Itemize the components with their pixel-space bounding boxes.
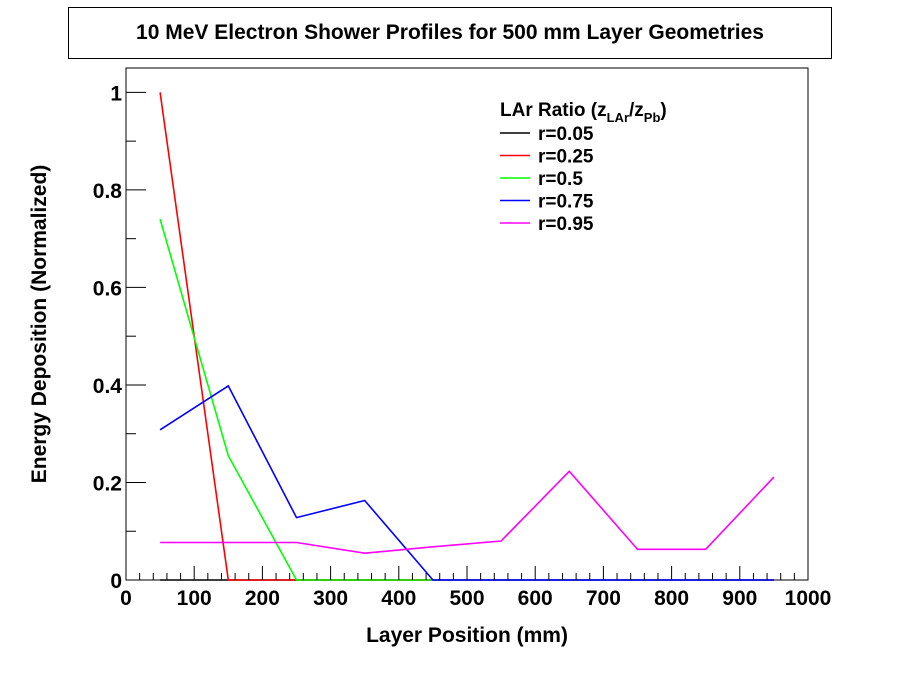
- series-line-3: [159, 384, 774, 581]
- x-tick-label: 400: [381, 587, 416, 610]
- x-tick-label: 1000: [785, 587, 832, 610]
- series-line-1: [159, 92, 433, 581]
- legend-title-part: Pb: [644, 110, 661, 125]
- plot-frame: [125, 67, 809, 581]
- legend-title-part: ): [660, 100, 666, 121]
- x-tick-label: 900: [722, 587, 757, 610]
- x-tick-label: 300: [313, 587, 348, 610]
- x-tick-label: 800: [654, 587, 689, 610]
- legend-label-4: r=0.95: [538, 214, 594, 235]
- legend-label-2: r=0.5: [538, 169, 583, 190]
- y-tick-label: 0.8: [93, 180, 123, 203]
- legend-label-1: r=0.25: [538, 147, 594, 168]
- y-tick-label: 0.4: [93, 375, 123, 398]
- legend-title-part: LAr: [607, 110, 629, 125]
- y-tick-label: 1: [110, 82, 122, 105]
- series-line-2: [159, 218, 433, 581]
- x-tick-label: 200: [245, 587, 280, 610]
- chart-title-box: 10 MeV Electron Shower Profiles for 500 …: [68, 7, 832, 59]
- series-line-4: [160, 470, 775, 555]
- y-tick-label: 0.6: [93, 277, 122, 300]
- x-axis-label: Layer Position (mm): [366, 624, 568, 647]
- y-axis-label: Energy Deposition (Normalized): [28, 165, 51, 484]
- x-tick-label: 700: [586, 587, 621, 610]
- chart-title: 10 MeV Electron Shower Profiles for 500 …: [136, 21, 764, 44]
- y-tick-label: 0: [110, 570, 122, 593]
- legend-label-3: r=0.75: [538, 192, 594, 213]
- legend-title-part: LAr Ratio (z: [500, 100, 607, 121]
- legend-title: LAr Ratio (zLAr/zPb): [500, 100, 667, 125]
- legend-label-0: r=0.05: [538, 124, 594, 145]
- x-tick-label: 100: [177, 587, 212, 610]
- x-tick-label: 600: [518, 587, 553, 610]
- y-tick-label: 0.2: [93, 472, 122, 495]
- legend-title-part: /z: [629, 100, 644, 121]
- x-tick-label: 0: [120, 587, 132, 610]
- x-tick-label: 500: [449, 587, 484, 610]
